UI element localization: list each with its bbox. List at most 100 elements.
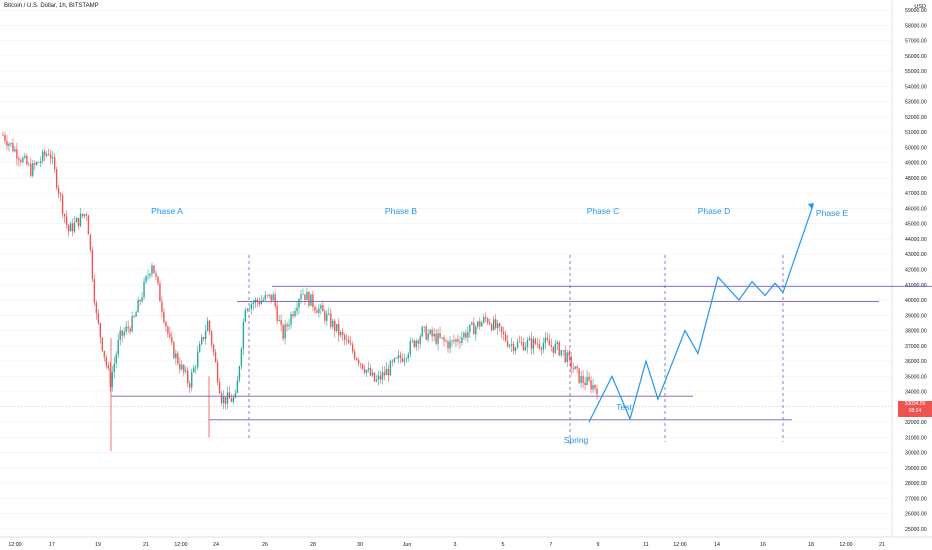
candle-body [401,358,404,362]
candle-body [173,342,175,359]
y-tick-label: 27000.00 [905,496,927,502]
candle-body [20,160,22,162]
candle-body [206,320,209,332]
candle-body [532,338,535,349]
candle-body [353,351,356,359]
candle-body [485,317,487,319]
candle-body [26,155,28,165]
candle-body [586,376,588,386]
x-tick-label: 11 [643,542,649,548]
candle-body [314,307,316,311]
candle-body [137,300,139,313]
y-tick-label: 51000.00 [905,130,927,136]
candle-body [101,337,104,351]
candle-body [449,341,451,349]
candle-body [161,301,163,312]
candle-body [407,354,409,359]
candle-body [530,338,533,349]
y-tick-label: 50000.00 [905,145,927,151]
candle-body [381,372,384,380]
phase-label: Phase D [698,206,731,216]
candle-body [383,372,386,376]
candle-body [498,323,501,327]
candle-body [47,154,50,155]
candle-body [385,368,388,376]
candle-body [463,332,465,338]
y-tick-label: 47000.00 [905,191,927,197]
candle-body [375,379,378,382]
candle-body [103,350,106,358]
candle-body [200,336,203,344]
candle-body [340,331,342,336]
candle-body [536,343,539,345]
candle-body [322,305,324,312]
candle-body [516,341,519,348]
y-tick-label: 28000.00 [905,481,927,487]
candle-body [264,295,266,300]
candle-body [359,363,362,365]
candle-body [534,338,537,344]
candle-body [109,368,111,387]
x-tick-label: 9 [597,542,600,548]
candle-body [234,393,237,398]
candle-body [151,265,153,274]
candle-body [143,281,145,298]
candle-body [494,319,497,329]
candle-body [167,326,169,334]
candle-body [105,357,107,366]
candle-body [77,217,80,227]
candle-body [508,345,511,347]
candle-body [500,326,503,333]
candle-body [560,350,562,356]
y-tick-label: 54000.00 [905,84,927,90]
candle-body [467,332,469,338]
y-tick-label: 39000.00 [905,313,927,319]
candle-body [510,344,513,346]
candle-body [6,141,8,146]
candle-body [397,355,400,358]
phase-label: Phase C [587,206,620,216]
x-tick-label: 16 [760,542,766,548]
candle-body [453,340,455,342]
y-tick-label: 48000.00 [905,176,927,182]
candle-body [310,294,312,306]
candle-body [443,337,445,341]
candle-body [18,158,20,161]
candle-body [479,321,481,327]
y-tick-label: 34000.00 [905,390,927,396]
candle-body [38,161,40,163]
candle-body [371,372,374,376]
candle-body [556,342,558,345]
candle-body [12,142,14,152]
candle-body [296,307,298,312]
x-tick-label: 7 [550,542,553,548]
candle-body [99,323,102,338]
x-tick-label: 30 [357,542,363,548]
candle-body [379,375,382,380]
candle-body [405,358,407,359]
candle-body [425,326,427,340]
projection-arrowhead [808,203,814,209]
candle-body [2,135,4,136]
candle-body [242,321,245,349]
candle-body [431,329,433,337]
y-tick-label: 26000.00 [905,512,927,518]
candle-body [526,340,529,347]
candle-body [183,364,185,372]
y-tick-label: 58000.00 [905,23,927,29]
candle-body [457,339,459,342]
candle-body [552,346,554,353]
candle-body [224,396,227,404]
candle-body [445,340,447,342]
candle-body [111,372,113,387]
candle-body [240,348,243,367]
candle-body [260,300,262,305]
candle-body [427,333,429,340]
candle-body [67,224,70,232]
candle-body [312,294,314,308]
candle-body [300,294,302,300]
candle-body [548,340,551,346]
candle-body [439,333,441,338]
candle-body [91,249,94,280]
